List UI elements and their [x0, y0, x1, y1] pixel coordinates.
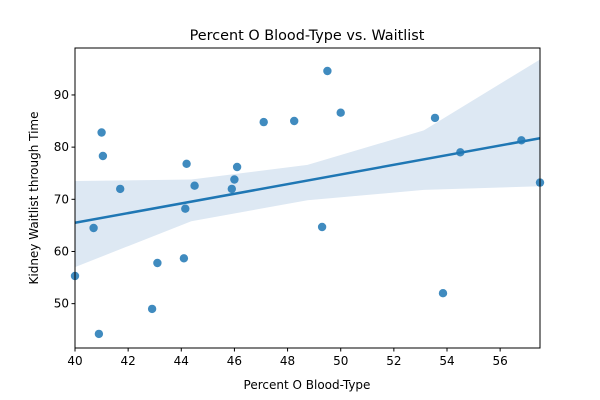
x-tick-label: 56	[493, 354, 508, 368]
data-point	[182, 159, 191, 168]
y-tick-label: 90	[54, 88, 69, 102]
data-point	[290, 116, 299, 126]
y-tick-label: 60	[54, 244, 69, 258]
data-point	[181, 204, 190, 213]
x-tick-label: 48	[280, 354, 295, 368]
y-tick-label: 80	[54, 140, 69, 154]
data-point	[438, 289, 448, 298]
data-point	[153, 258, 162, 268]
x-axis-ticks: 40 42 44 46 48 50 52 54 56	[67, 348, 508, 368]
data-point	[323, 66, 332, 76]
chart-title: Percent O Blood-Type vs. Waitlist	[190, 28, 425, 44]
data-point	[94, 329, 104, 339]
data-point	[116, 184, 125, 194]
plot-frame	[74, 47, 541, 349]
data-point	[147, 304, 157, 314]
y-tick-label: 50	[54, 297, 69, 311]
data-point	[232, 162, 242, 172]
y-tick-label: 70	[54, 192, 69, 206]
x-tick-label: 54	[439, 354, 454, 368]
data-point	[98, 151, 108, 161]
y-axis-ticks: 50 60 70 80 90	[54, 88, 75, 311]
data-point	[179, 254, 189, 263]
confidence-band	[75, 59, 540, 268]
x-tick-label: 44	[174, 354, 189, 368]
y-axis-label: Kidney Waitlist through Time	[27, 112, 41, 285]
data-point	[259, 117, 268, 127]
x-tick-label: 40	[67, 354, 82, 368]
data-point	[190, 181, 199, 190]
data-point	[89, 223, 98, 233]
data-point	[97, 128, 106, 137]
x-tick-label: 50	[333, 354, 348, 368]
regression-line	[74, 137, 541, 225]
data-point	[336, 108, 345, 117]
data-point	[227, 184, 236, 194]
data-point	[230, 175, 239, 184]
x-tick-label: 52	[386, 354, 401, 368]
x-tick-label: 46	[227, 354, 242, 368]
data-point	[317, 222, 327, 232]
data-points	[70, 66, 545, 339]
data-point	[430, 113, 440, 123]
x-axis-label: Percent O Blood-Type	[244, 378, 371, 392]
x-tick-label: 42	[121, 354, 136, 368]
